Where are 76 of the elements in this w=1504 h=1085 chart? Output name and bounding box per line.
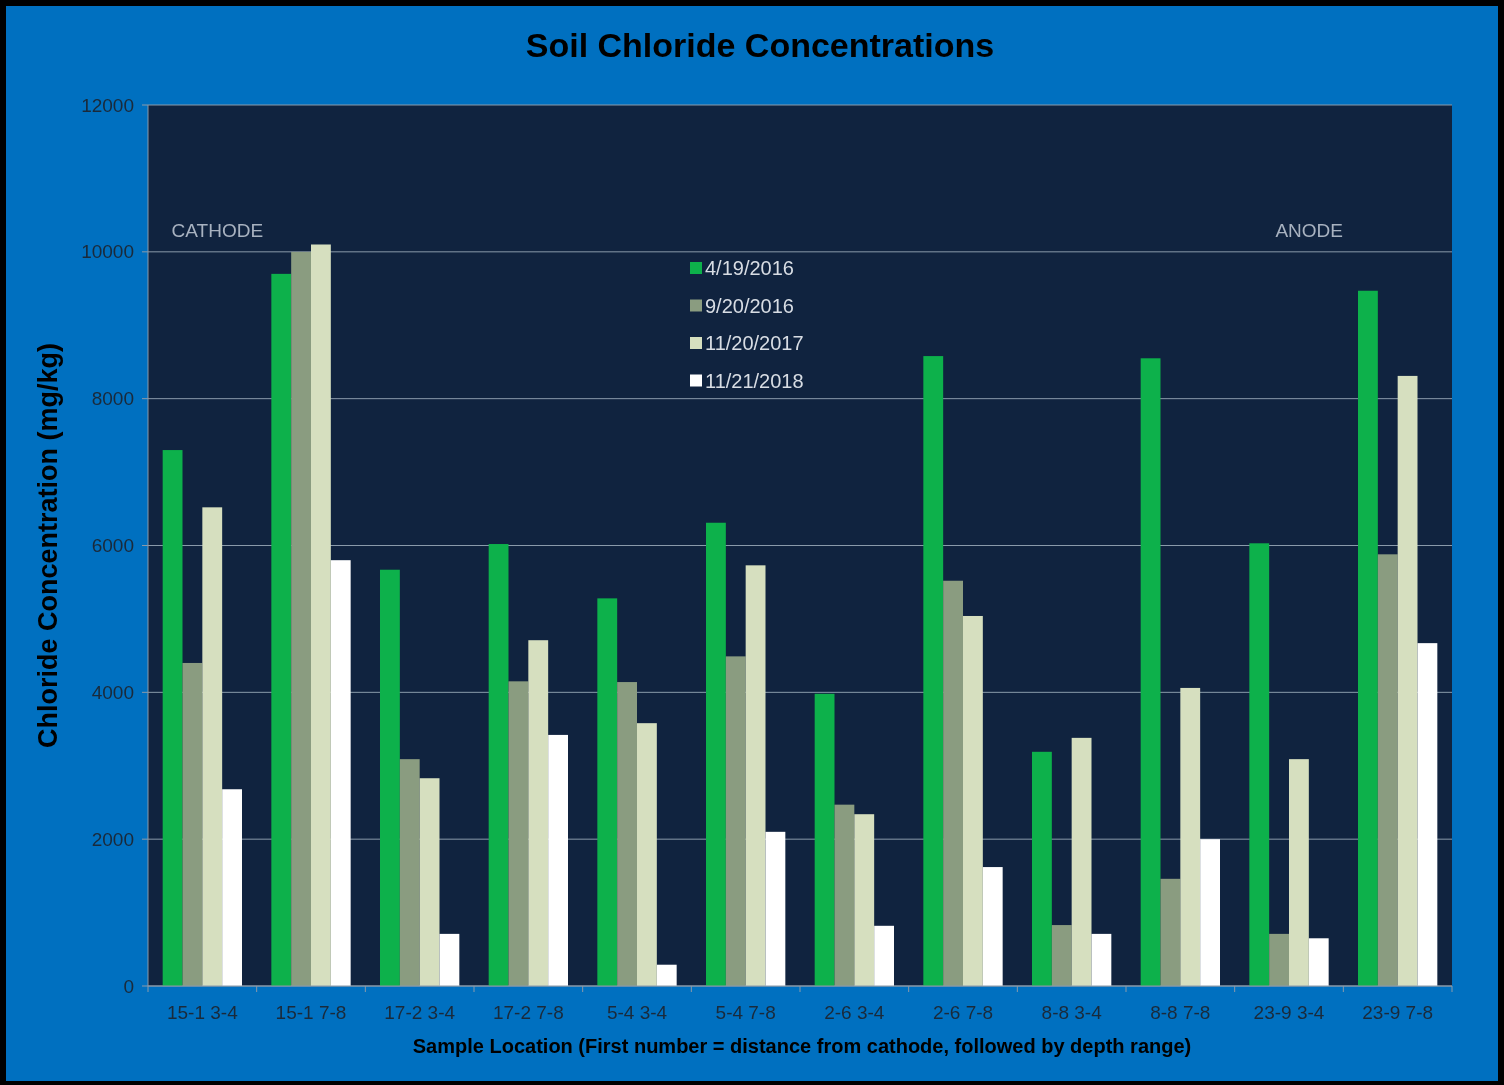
bar [271, 273, 292, 986]
legend-label: 11/21/2018 [705, 369, 804, 392]
bar [617, 682, 637, 986]
chart-title: Soil Chloride Concentrations [525, 26, 995, 64]
bar [439, 933, 460, 986]
bar [1071, 737, 1092, 986]
bar [380, 569, 400, 986]
x-tick-label: 23-9 3-4 [1253, 1002, 1325, 1023]
bar [1032, 751, 1052, 986]
bar [1180, 687, 1201, 986]
bar [311, 244, 331, 986]
bar [399, 759, 420, 986]
bar [814, 693, 835, 986]
bar [1417, 643, 1438, 986]
bar [419, 778, 440, 986]
bar [1269, 933, 1289, 986]
bar [1140, 358, 1161, 986]
x-tick-label: 23-9 7-8 [1362, 1002, 1434, 1023]
bar [765, 831, 786, 986]
bar [656, 964, 677, 986]
bar [1358, 290, 1378, 986]
bar [1051, 925, 1072, 986]
bar [488, 544, 509, 986]
y-tick-label: 10000 [81, 241, 134, 263]
bar [1308, 938, 1329, 986]
x-tick-label: 15-1 3-4 [166, 1002, 239, 1023]
y-tick-label: 6000 [91, 535, 134, 557]
x-tick-label: 5-4 7-8 [715, 1002, 776, 1023]
bar [528, 640, 549, 986]
bar [834, 804, 855, 986]
bar [1397, 375, 1418, 986]
x-tick-label: 8-8 3-4 [1041, 1002, 1103, 1023]
bar [923, 356, 944, 986]
bar [162, 450, 183, 986]
bar [548, 734, 568, 986]
bar [330, 560, 351, 986]
bar [725, 656, 746, 986]
legend-label: 9/20/2016 [705, 294, 794, 317]
bar [291, 251, 311, 986]
bar [1091, 933, 1112, 986]
y-tick-label: 4000 [91, 681, 134, 703]
x-axis-title: Sample Location (First number = distance from cathode, followed by depth range) [412, 1035, 1192, 1057]
bar [202, 507, 223, 986]
annotation: ANODE [1275, 220, 1343, 241]
bar [982, 867, 1003, 986]
bar [745, 565, 766, 986]
bar [182, 662, 203, 986]
annotation: CATHODE [171, 220, 264, 241]
x-tick-label: 15-1 7-8 [275, 1002, 347, 1023]
bar [1377, 554, 1398, 986]
x-tick-label: 5-4 3-4 [606, 1002, 668, 1023]
bar [637, 723, 657, 986]
bar [854, 814, 875, 986]
bar [222, 789, 242, 986]
bar [597, 598, 618, 986]
x-tick-label: 2-6 7-8 [932, 1002, 994, 1023]
x-tick-label: 2-6 3-4 [824, 1002, 885, 1023]
legend-label: 11/20/2017 [705, 332, 804, 354]
bar [1200, 839, 1220, 986]
bar [1249, 543, 1270, 986]
y-tick-label: 12000 [81, 94, 134, 116]
bar [943, 580, 963, 986]
legend-label: 4/19/2016 [705, 257, 794, 279]
y-tick-label: 0 [123, 975, 134, 997]
y-tick-label: 2000 [91, 828, 134, 850]
x-tick-label: 17-2 3-4 [384, 1002, 456, 1023]
y-axis-title: Chloride Concentration (mg/kg) [33, 343, 63, 748]
bar [874, 925, 894, 986]
bar [1160, 878, 1181, 986]
bar [508, 681, 529, 986]
bar [963, 615, 983, 986]
bar [1289, 759, 1309, 986]
x-tick-label: 8-8 7-8 [1150, 1002, 1211, 1023]
x-tick-label: 17-2 7-8 [492, 1002, 564, 1023]
bar [706, 522, 726, 986]
y-tick-label: 8000 [91, 388, 134, 410]
